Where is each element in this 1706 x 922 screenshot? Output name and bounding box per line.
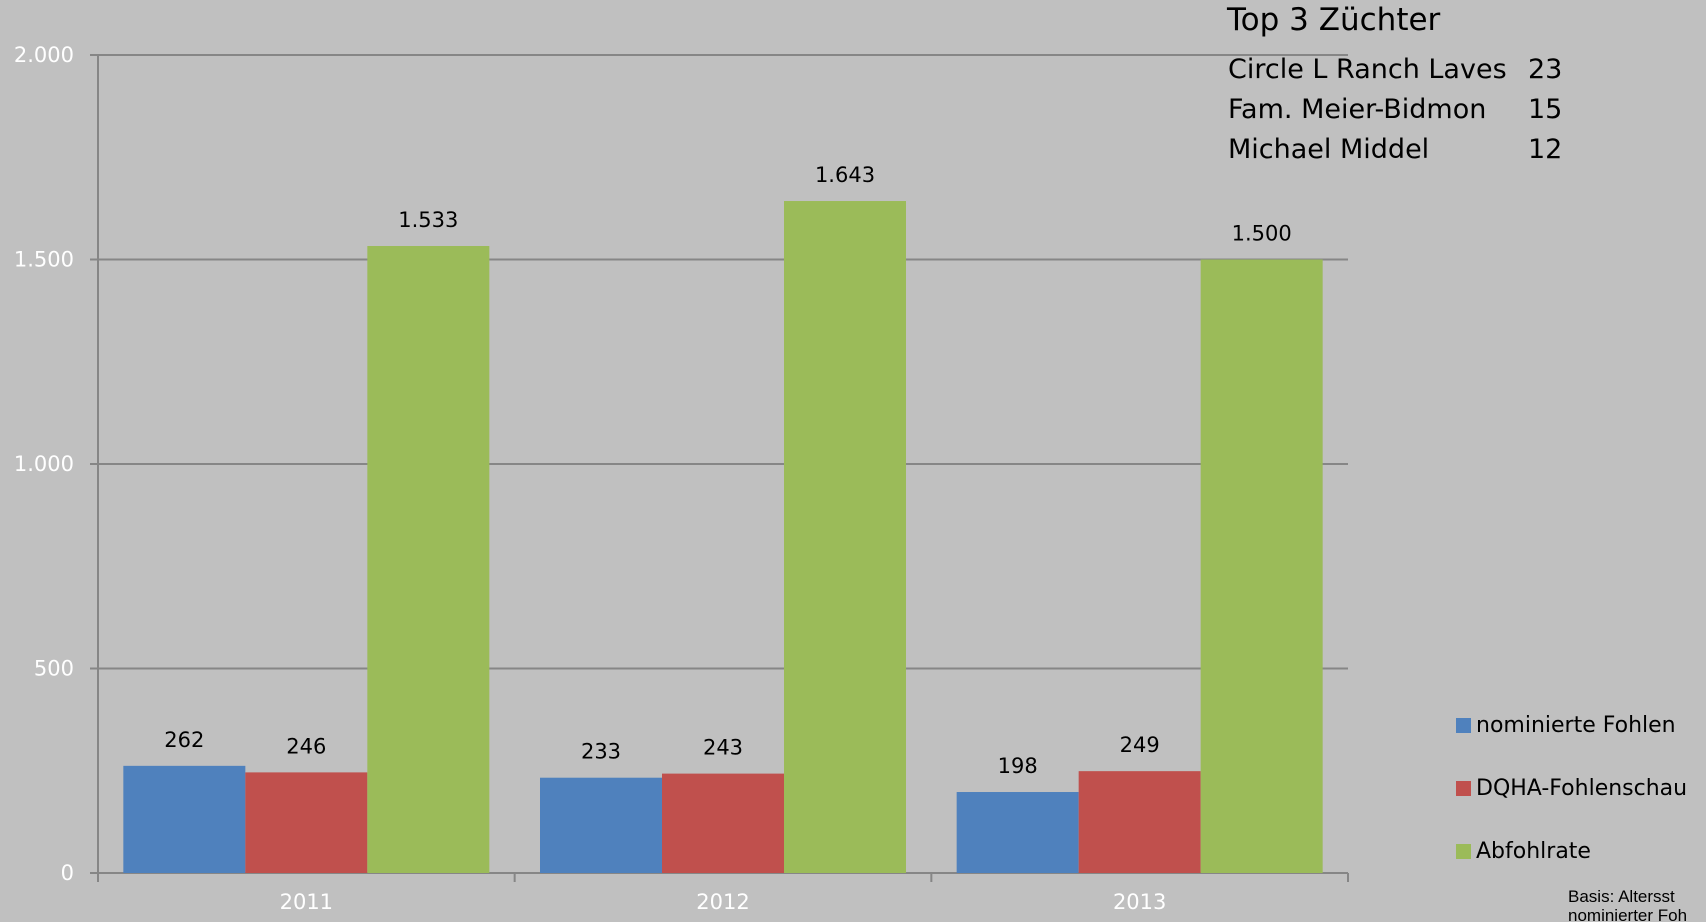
data-label: 243 <box>703 736 743 760</box>
chart-legend: nominierte Fohlen DQHA-Fohlenschau Abfoh… <box>1456 694 1687 883</box>
breeder-row: Fam. Meier-Bidmon 15 <box>1228 90 1568 130</box>
data-label: 1.643 <box>815 163 875 187</box>
bar <box>245 772 368 873</box>
data-label: 233 <box>581 740 621 764</box>
top-breeders-panel: Top 3 Züchter Circle L Ranch Laves 23 Fa… <box>1227 2 1568 170</box>
breeder-name: Fam. Meier-Bidmon <box>1228 94 1487 125</box>
bar <box>1200 259 1323 873</box>
bar <box>123 765 246 873</box>
data-labels: 262 246 1.533 233 243 1.643 198 249 1.500 <box>164 163 1291 778</box>
legend-item: Abfohlrate <box>1456 820 1687 883</box>
data-label: 249 <box>1120 733 1160 757</box>
bar <box>662 773 784 873</box>
legend-label: nominierte Fohlen <box>1476 713 1676 738</box>
bar <box>956 792 1079 873</box>
data-label: 198 <box>998 754 1038 778</box>
breeder-row: Michael Middel 12 <box>1228 130 1568 170</box>
x-tick-label: 2012 <box>696 890 749 914</box>
legend-item: nominierte Fohlen <box>1456 694 1687 757</box>
breeder-count: 23 <box>1528 54 1563 85</box>
breeder-name: Michael Middel <box>1228 134 1430 165</box>
footnote: Basis: Altersst nominierter Foh <box>1568 887 1706 922</box>
footnote-line: Basis: Altersst <box>1568 887 1675 906</box>
breeders-title: Top 3 Züchter <box>1227 2 1441 38</box>
bar <box>540 777 662 873</box>
data-label: 262 <box>164 728 204 752</box>
legend-item: DQHA-Fohlenschau <box>1456 757 1687 820</box>
data-label: 1.500 <box>1232 222 1292 246</box>
bar <box>367 246 490 874</box>
legend-label: DQHA-Fohlenschau <box>1476 776 1688 801</box>
x-tick-label: 2011 <box>280 890 333 914</box>
breeder-row: Circle L Ranch Laves 23 <box>1228 50 1568 90</box>
bar <box>784 201 906 873</box>
y-tick-label: 1.000 <box>14 452 74 476</box>
y-tick-label: 0 <box>61 861 74 885</box>
breeder-count: 15 <box>1528 94 1563 125</box>
breeder-count: 12 <box>1528 134 1563 165</box>
bar <box>1078 771 1201 873</box>
footnote-line: nominierter Foh <box>1568 906 1688 922</box>
legend-label: Abfohlrate <box>1476 839 1591 864</box>
data-label: 1.533 <box>398 208 458 232</box>
x-tick-label: 2013 <box>1113 890 1166 914</box>
y-tick-label: 2.000 <box>14 43 74 67</box>
y-tick-label: 1.500 <box>14 248 74 272</box>
data-label: 246 <box>286 734 326 758</box>
gridlines <box>98 54 1348 670</box>
breeder-name: Circle L Ranch Laves <box>1228 54 1507 85</box>
legend-swatch <box>1456 844 1471 859</box>
legend-swatch <box>1456 781 1471 796</box>
y-tick-label: 500 <box>34 657 74 681</box>
legend-swatch <box>1456 718 1471 733</box>
bars <box>123 201 1323 874</box>
